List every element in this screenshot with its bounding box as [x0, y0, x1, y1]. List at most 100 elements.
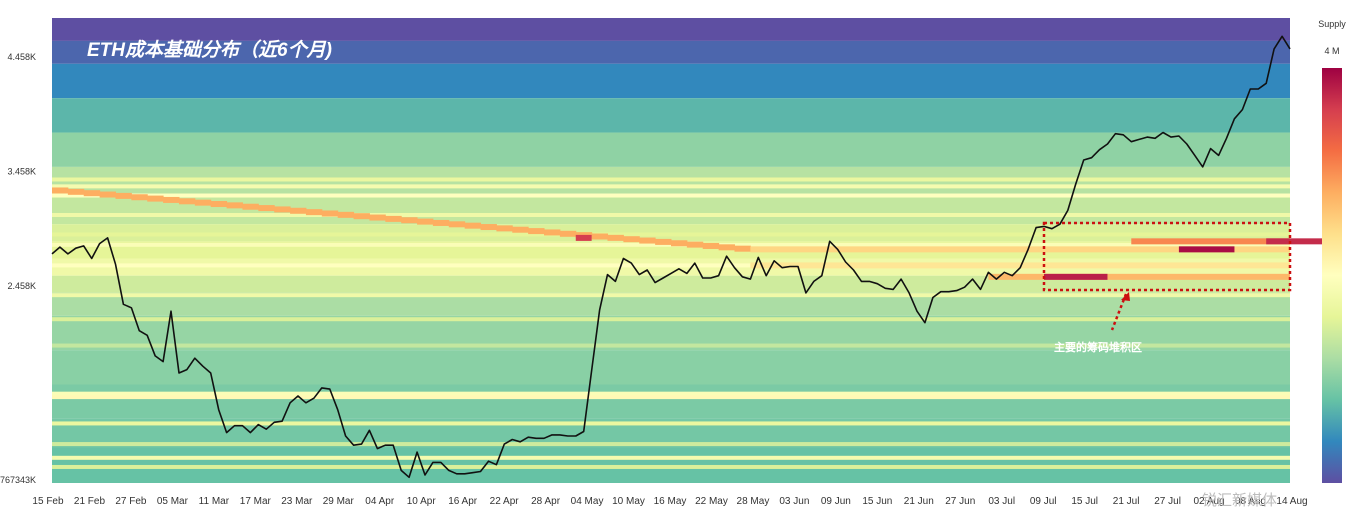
- heatmap-layer: [52, 18, 1338, 483]
- supply-line: [52, 232, 1290, 237]
- x-tick-label: 27 Jun: [945, 496, 975, 507]
- diagonal-supply-cell: [163, 196, 180, 203]
- diagonal-supply-cell: [258, 205, 275, 212]
- x-tick-label: 02 Aug: [1193, 496, 1224, 507]
- x-tick-label: 04 May: [571, 496, 604, 507]
- supply-line: [52, 391, 1290, 396]
- x-tick-label: 16 Apr: [448, 496, 478, 507]
- supply-line: [52, 293, 1290, 298]
- diagonal-supply-cell: [512, 226, 529, 233]
- diagonal-supply-cell: [178, 198, 196, 205]
- x-tick-label: 16 May: [654, 496, 687, 507]
- x-tick-label: 21 Jun: [904, 496, 934, 507]
- diagonal-supply-cell: [99, 191, 116, 198]
- x-tick-label: 14 Aug: [1276, 496, 1307, 507]
- x-tick-label: 17 Mar: [240, 496, 272, 507]
- diagonal-supply-cell: [528, 228, 545, 235]
- price-line-layer: [51, 35, 1291, 479]
- diagonal-supply-cell: [210, 201, 228, 208]
- x-tick-label: 22 May: [695, 496, 728, 507]
- diagonal-supply-cell: [718, 244, 735, 251]
- x-tick-label: 28 May: [737, 496, 770, 507]
- diagonal-supply-cell: [194, 199, 212, 206]
- diagonal-supply-cell: [274, 206, 291, 213]
- x-tick-label: 15 Jul: [1071, 496, 1098, 507]
- x-tick-label: 03 Jun: [779, 496, 809, 507]
- diagonal-supply-cell: [686, 241, 704, 248]
- diagonal-supply-cell: [353, 213, 370, 220]
- diagonal-supply-cell: [655, 238, 672, 245]
- x-tick-label: 27 Feb: [115, 496, 147, 507]
- supply-line: [52, 193, 1290, 198]
- supply-line: [52, 343, 1290, 348]
- diagonal-supply-cell: [226, 202, 243, 209]
- x-tick-label: 22 Apr: [490, 496, 520, 507]
- hot-supply-band: [750, 246, 1290, 253]
- legend-color-bar: [1322, 68, 1342, 483]
- diagonal-supply-cell: [401, 217, 418, 224]
- diagonal-supply-cell: [591, 233, 609, 240]
- x-axis: 15 Feb 21 Feb 27 Feb 05 Mar 11 Mar 17 Mar 23 M…: [32, 496, 1307, 507]
- supply-line: [52, 212, 1290, 217]
- supply-line: [52, 395, 1290, 400]
- y-tick-label: 3.458K: [7, 167, 36, 177]
- diagonal-supply-cell: [448, 221, 466, 228]
- hot-supply-spot: [1178, 246, 1235, 253]
- x-tick-label: 05 Mar: [157, 496, 189, 507]
- hot-supply-spot: [1266, 238, 1338, 245]
- x-tick-label: 08 Aug: [1235, 496, 1266, 507]
- supply-line: [52, 464, 1290, 469]
- supply-line: [52, 455, 1290, 460]
- diagonal-supply-cell: [131, 194, 148, 201]
- hot-supply-band: [988, 273, 1290, 280]
- y-tick-label: 767343K: [0, 475, 36, 485]
- diagonal-supply-cell: [83, 190, 101, 197]
- diagonal-supply-cell: [432, 219, 450, 226]
- hot-supply-band: [750, 262, 1290, 269]
- y-tick-label: 4.458K: [7, 52, 36, 62]
- x-tick-label: 21 Jul: [1113, 496, 1140, 507]
- diagonal-supply-cell: [671, 240, 688, 247]
- diagonal-supply-cell: [305, 209, 323, 216]
- supply-line: [52, 442, 1290, 447]
- eth-price-line: [51, 35, 1291, 479]
- diagonal-supply-cell: [702, 242, 720, 249]
- hot-supply-spot: [575, 234, 592, 241]
- annotation-label: 主要的筹码堆积区: [1054, 340, 1142, 354]
- supply-line: [52, 317, 1290, 322]
- diagonal-supply-cell: [480, 224, 497, 231]
- diagonal-supply-cell: [496, 225, 513, 232]
- x-tick-label: 27 Jul: [1154, 496, 1181, 507]
- x-tick-label: 11 Mar: [199, 496, 230, 507]
- supply-line: [52, 184, 1290, 189]
- supply-band: [52, 292, 1290, 316]
- x-tick-label: 21 Feb: [74, 496, 106, 507]
- hot-supply-band: [1131, 238, 1290, 245]
- diagonal-supply-cell: [115, 192, 132, 199]
- supply-line: [52, 421, 1290, 426]
- diagonal-supply-cell: [52, 187, 69, 194]
- legend: Supply 4 M: [1318, 19, 1346, 483]
- diagonal-supply-cell: [321, 210, 339, 217]
- diagonal-supply-cell: [369, 214, 386, 221]
- x-tick-label: 10 May: [612, 496, 645, 507]
- diagonal-supply-cell: [559, 230, 577, 237]
- diagonal-supply-cell: [639, 237, 656, 244]
- supply-band: [52, 132, 1290, 167]
- diagonal-supply-cell: [417, 218, 434, 225]
- supply-band: [52, 350, 1290, 385]
- diagonal-supply-cell: [385, 215, 402, 222]
- y-axis: 4.458K 3.458K 2.458K 767343K: [0, 52, 36, 485]
- supply-band: [52, 384, 1290, 419]
- supply-band: [52, 98, 1290, 133]
- x-tick-label: 03 Jul: [988, 496, 1015, 507]
- annotation-arrow-head: [1121, 292, 1130, 301]
- x-tick-label: 15 Jun: [862, 496, 892, 507]
- y-tick-label: 2.458K: [7, 281, 36, 291]
- legend-title: Supply: [1318, 19, 1346, 29]
- hot-supply-spot: [1043, 273, 1108, 280]
- diagonal-supply-cell: [623, 236, 640, 243]
- x-tick-label: 28 Apr: [531, 496, 561, 507]
